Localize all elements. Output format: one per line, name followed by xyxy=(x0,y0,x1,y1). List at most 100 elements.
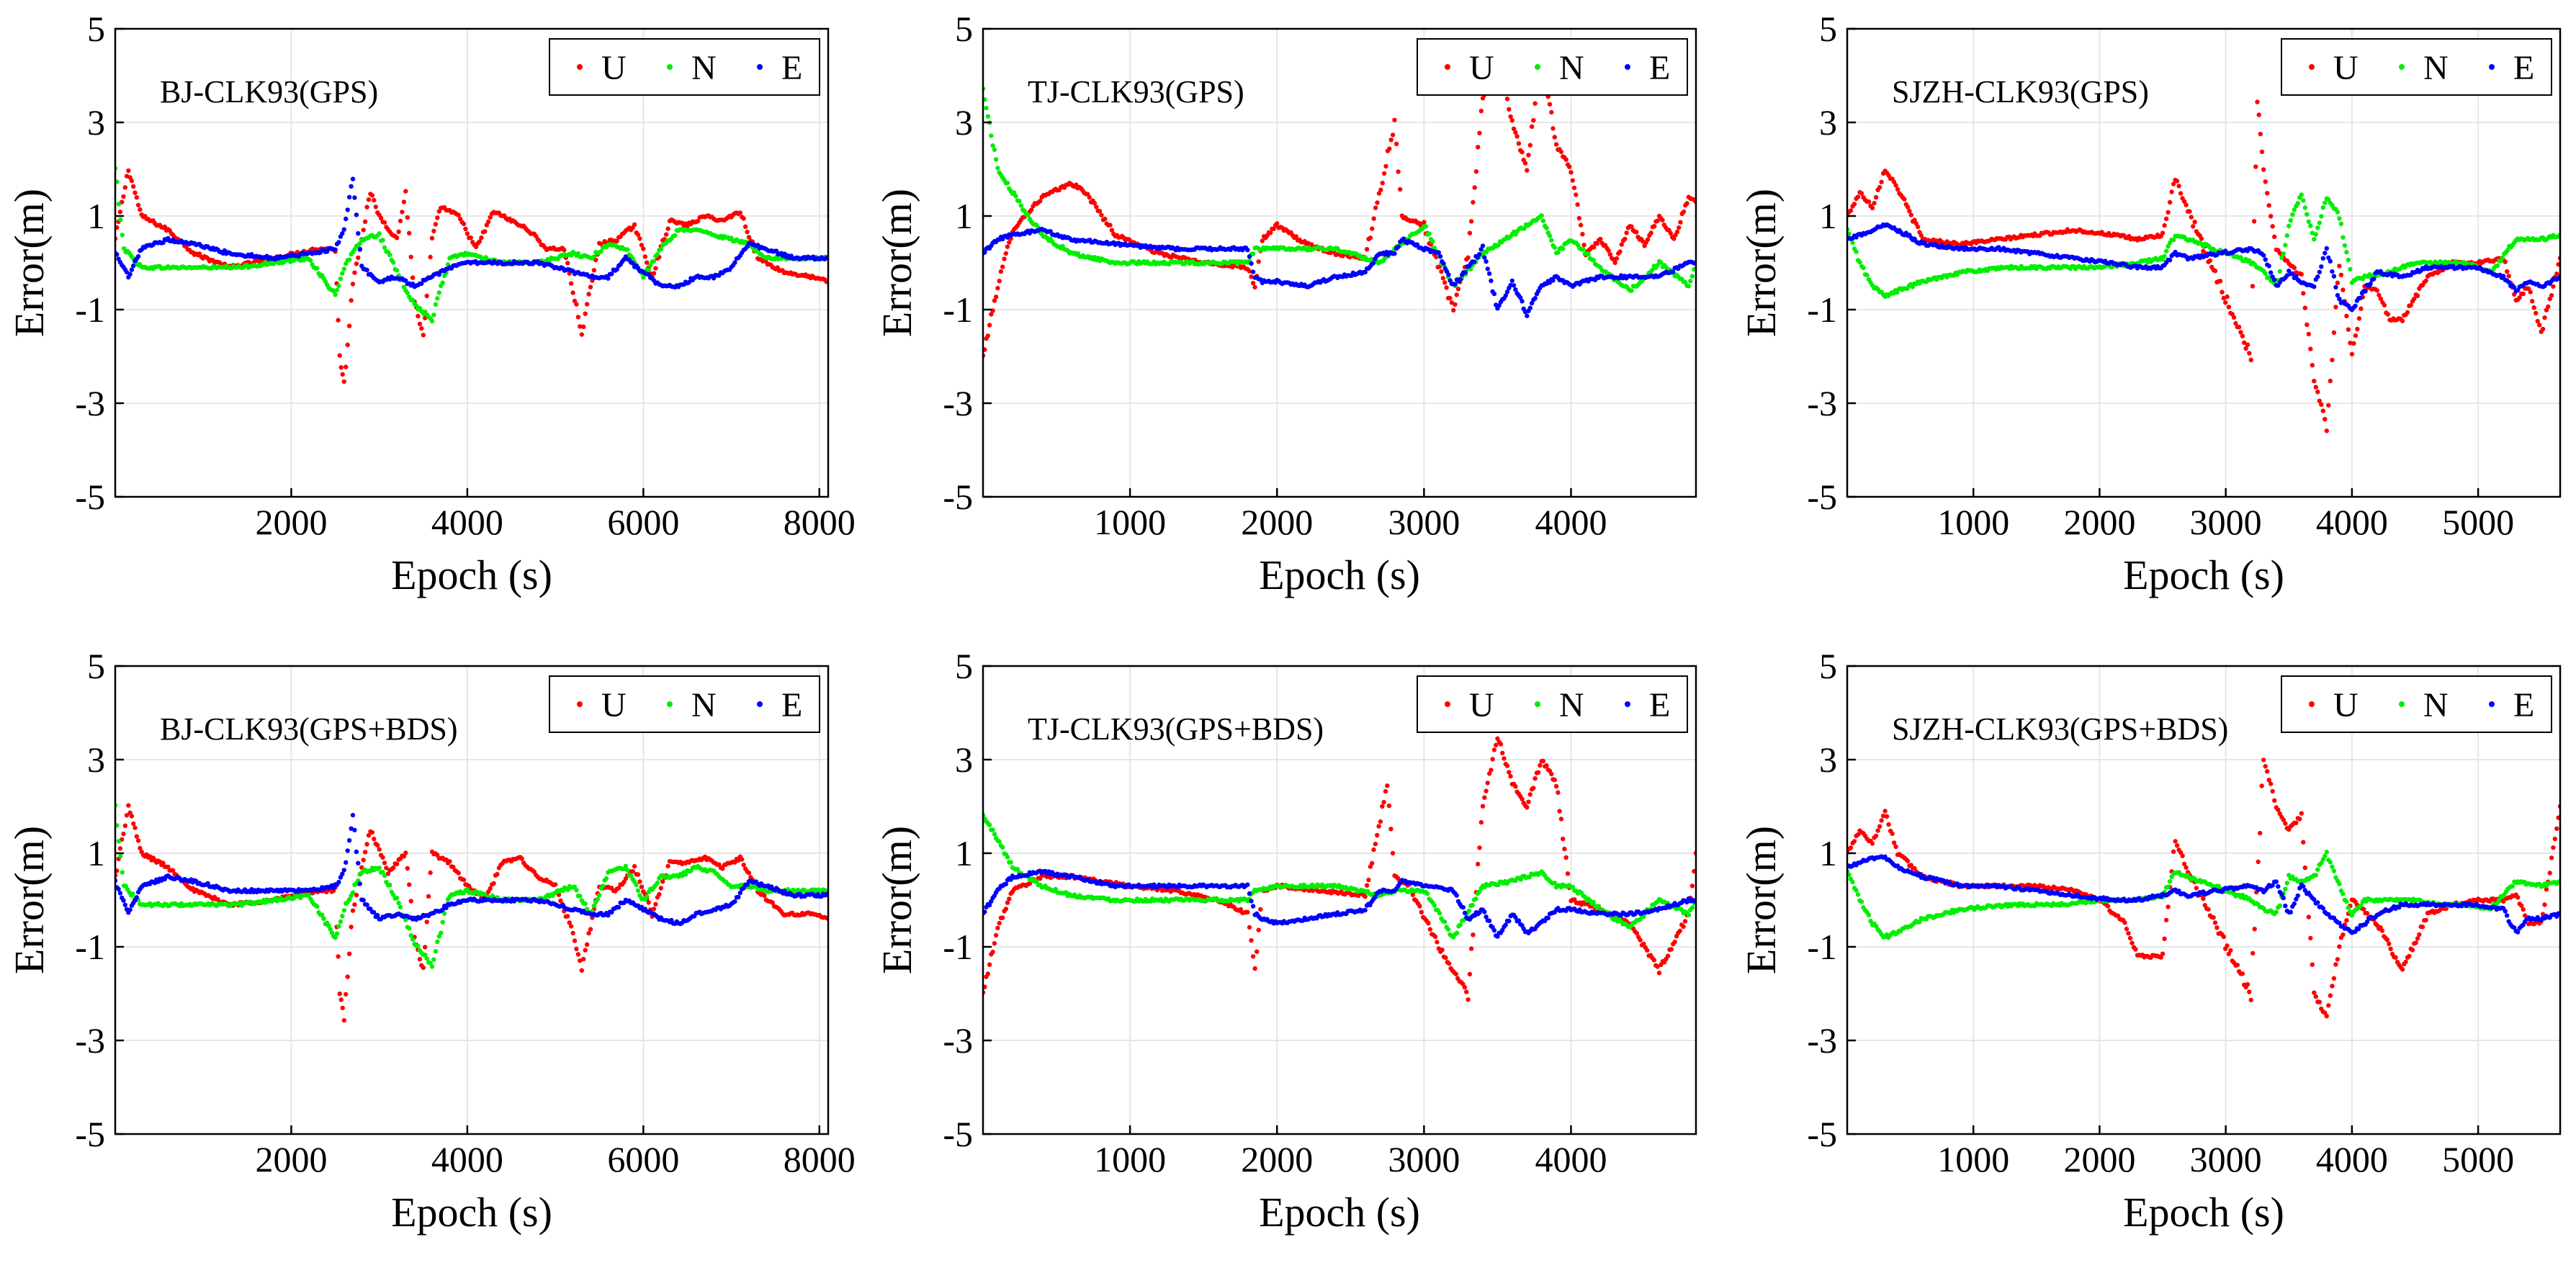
data-point-U xyxy=(2236,325,2242,330)
data-point-U xyxy=(138,207,143,212)
data-point-N xyxy=(1427,231,1432,236)
data-point-U xyxy=(2324,428,2329,433)
legend-marker-N xyxy=(2399,64,2405,70)
data-point-U xyxy=(488,215,493,220)
data-point-E xyxy=(2261,253,2266,258)
data-point-N xyxy=(2505,248,2510,253)
legend-box xyxy=(2281,38,2552,96)
data-point-E xyxy=(124,269,130,275)
y-tick-label: 5 xyxy=(1819,9,1837,49)
data-point-E xyxy=(609,271,614,276)
data-point-N xyxy=(591,903,597,909)
data-point-U xyxy=(1552,135,1557,140)
data-point-U xyxy=(382,220,387,225)
data-point-E xyxy=(115,252,120,257)
data-point-U xyxy=(366,833,372,838)
data-point-U xyxy=(586,292,591,297)
data-point-N xyxy=(1581,247,1586,252)
data-point-U xyxy=(1893,183,1898,188)
data-point-U xyxy=(639,243,645,248)
data-point-U xyxy=(2556,262,2560,267)
data-point-U xyxy=(2349,351,2355,357)
data-point-N xyxy=(2500,255,2505,260)
data-point-U xyxy=(2261,167,2266,172)
data-point-N xyxy=(423,952,428,958)
data-point-N xyxy=(2342,243,2348,248)
data-point-N xyxy=(1686,284,1691,289)
data-point-U xyxy=(1553,142,1559,147)
data-point-E xyxy=(127,271,133,276)
data-point-U xyxy=(2526,286,2531,292)
data-point-U xyxy=(408,254,413,260)
data-point-N xyxy=(2326,197,2331,202)
data-point-N xyxy=(637,893,642,898)
data-point-U xyxy=(429,235,435,240)
data-point-U xyxy=(632,222,637,228)
data-point-U xyxy=(2238,330,2243,335)
data-point-U xyxy=(2231,315,2237,320)
data-point-N xyxy=(122,246,127,251)
data-point-U xyxy=(1507,107,1512,112)
data-point-U xyxy=(341,379,346,384)
data-point-U xyxy=(115,868,120,873)
data-point-N xyxy=(1857,259,1862,265)
data-point-U xyxy=(1859,191,1864,196)
data-point-E xyxy=(333,247,338,252)
data-point-U xyxy=(2160,230,2166,235)
data-point-U xyxy=(983,347,987,352)
data-point-E xyxy=(1245,248,1250,253)
data-point-E xyxy=(1496,303,1502,308)
data-point-U xyxy=(579,968,584,973)
data-point-E xyxy=(1463,270,1468,275)
data-point-U xyxy=(417,321,423,327)
data-point-E xyxy=(349,826,354,831)
data-point-U xyxy=(419,325,424,331)
data-point-U xyxy=(574,302,579,307)
data-point-U xyxy=(1471,199,1476,205)
data-point-N xyxy=(407,926,412,931)
data-point-U xyxy=(1567,164,1572,169)
data-point-E xyxy=(2294,274,2299,279)
data-point-U xyxy=(1509,118,1514,123)
data-point-E xyxy=(440,907,445,912)
data-point-U xyxy=(646,900,651,905)
data-point-U xyxy=(1652,224,1657,229)
data-point-N xyxy=(2171,237,2176,243)
data-point-U xyxy=(2359,306,2364,311)
data-point-N xyxy=(983,97,987,102)
x-tick-label: 1000 xyxy=(1094,502,1166,542)
data-point-U xyxy=(565,261,570,266)
data-point-U xyxy=(410,275,416,280)
data-point-U xyxy=(426,894,431,899)
data-point-U xyxy=(1390,132,1396,138)
data-point-N xyxy=(410,297,416,302)
data-point-U xyxy=(423,315,428,320)
data-point-U xyxy=(2353,333,2359,338)
data-point-U xyxy=(1915,224,1921,230)
data-point-U xyxy=(558,898,563,904)
legend-label-N: N xyxy=(1559,49,1584,87)
data-point-N xyxy=(315,904,320,909)
data-point-N xyxy=(992,147,997,153)
data-point-N xyxy=(2337,216,2342,221)
data-point-U xyxy=(338,365,344,370)
data-point-U xyxy=(336,318,341,323)
data-point-N xyxy=(1556,250,1561,255)
data-point-U xyxy=(373,204,378,210)
data-point-U xyxy=(2544,307,2549,312)
data-point-U xyxy=(495,872,500,877)
data-point-E xyxy=(1478,247,1484,252)
data-point-E xyxy=(336,240,341,245)
data-point-N xyxy=(1423,224,1429,229)
data-point-E xyxy=(2328,258,2333,264)
data-point-U xyxy=(2191,224,2196,229)
data-point-N xyxy=(2348,266,2353,272)
data-point-U xyxy=(2207,258,2213,264)
data-point-N xyxy=(1017,199,1022,204)
data-point-U xyxy=(1848,208,1854,213)
x-axis-label: Epoch (s) xyxy=(2123,552,2284,598)
data-point-U xyxy=(1271,226,1276,231)
data-point-U xyxy=(361,228,366,233)
data-point-E xyxy=(1471,259,1477,264)
